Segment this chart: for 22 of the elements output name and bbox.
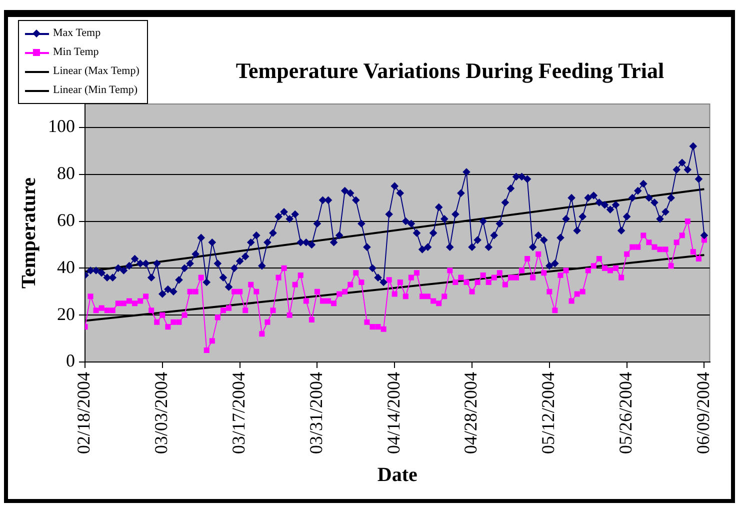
chart-title: Temperature Variations During Feeding Trial — [234, 58, 666, 84]
x-tick-label: 03/31/2004 — [306, 372, 326, 454]
x-tick-label: 04/14/2004 — [383, 372, 404, 454]
x-tick-label: 03/17/2004 — [228, 372, 249, 454]
x-tick-label: 04/28/2004 — [460, 372, 481, 454]
y-axis-title: Temperature — [18, 177, 40, 289]
y-tick-label: 0 — [66, 350, 75, 371]
x-tick-label: 02/18/2004 — [74, 372, 94, 454]
legend-label: Min Temp — [53, 45, 99, 60]
legend-label: Linear (Min Temp) — [53, 83, 138, 98]
x-axis-title: Date — [377, 464, 418, 486]
y-tick-label: 100 — [48, 116, 75, 136]
x-tick-label: 03/03/2004 — [151, 372, 172, 454]
x-tick-label: 06/09/2004 — [692, 372, 713, 454]
x-tick-label: 05/12/2004 — [538, 372, 558, 454]
y-tick-label: 60 — [57, 210, 75, 230]
y-tick-label: 40 — [57, 256, 75, 277]
y-tick-label: 80 — [57, 163, 75, 184]
legend-label: Max Temp — [53, 26, 101, 41]
legend-label: Linear (Max Temp) — [53, 64, 140, 79]
y-tick-label: 20 — [57, 304, 75, 324]
x-tick-label: 05/26/2004 — [616, 372, 636, 454]
